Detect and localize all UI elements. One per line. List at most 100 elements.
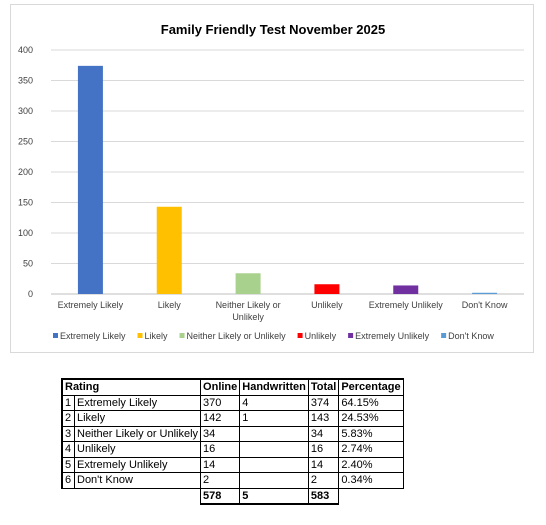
x-tick-label: Don't Know xyxy=(462,300,508,310)
legend-swatch xyxy=(441,333,447,338)
bars xyxy=(77,65,498,294)
row-percentage: 64.15% xyxy=(338,394,404,411)
legend-label: Unlikely xyxy=(305,331,337,341)
total-total: 583 xyxy=(307,487,340,505)
legend-label: Likely xyxy=(145,331,169,341)
x-tick-label: Neither Likely or Unlikely xyxy=(216,300,281,322)
bar xyxy=(393,285,419,294)
table-row: 3 Neither Likely or Unlikely 34 34 5.83% xyxy=(61,425,404,442)
table-header-row: Rating Online Handwritten Total Percenta… xyxy=(61,378,404,396)
legend-item: Neither Likely or Unlikely xyxy=(179,331,287,341)
row-handwritten xyxy=(239,441,309,458)
row-percentage: 0.34% xyxy=(338,472,404,489)
row-percentage: 5.83% xyxy=(338,425,404,442)
bar xyxy=(314,284,340,294)
row-total: 2 xyxy=(307,472,340,489)
row-handwritten: 1 xyxy=(239,410,309,427)
legend: Extremely Likely Likely Neither Likely or … xyxy=(53,331,494,341)
row-handwritten xyxy=(239,456,309,473)
chart-container: Family Friendly Test November 2025 0 50 10… xyxy=(10,4,534,353)
row-rating: Unlikely xyxy=(73,441,202,458)
header-percentage: Percentage xyxy=(338,378,404,396)
table-row: 6 Don't Know 2 2 0.34% xyxy=(61,472,404,489)
legend-item: Unlikely xyxy=(297,331,337,341)
y-tick-label: 0 xyxy=(28,289,33,299)
row-rating: Extremely Unlikely xyxy=(73,456,202,473)
row-handwritten xyxy=(239,425,309,442)
row-online: 370 xyxy=(200,394,241,411)
table-row: 5 Extremely Unlikely 14 14 2.40% xyxy=(61,456,404,473)
row-number: 3 xyxy=(61,425,75,442)
legend-item: Extremely Unlikely xyxy=(348,331,430,341)
bar xyxy=(77,65,103,294)
row-number: 2 xyxy=(61,410,75,427)
row-rating: Extremely Likely xyxy=(73,394,202,411)
totals-blank-end xyxy=(339,488,403,504)
legend-swatch xyxy=(297,333,303,338)
x-tick-label-line: Unlikely xyxy=(232,312,264,322)
table-row: 4 Unlikely 16 16 2.74% xyxy=(61,441,404,458)
y-tick-label: 300 xyxy=(18,106,33,116)
row-number: 5 xyxy=(61,456,75,473)
row-number: 4 xyxy=(61,441,75,458)
y-tick-label: 100 xyxy=(18,228,33,238)
legend-label: Extremely Likely xyxy=(60,331,126,341)
chart-title: Family Friendly Test November 2025 xyxy=(161,22,385,37)
y-tick-label: 150 xyxy=(18,198,33,208)
legend-item: Extremely Likely xyxy=(53,331,126,341)
legend-label: Neither Likely or Unlikely xyxy=(187,331,287,341)
row-total: 34 xyxy=(307,425,340,442)
legend-item: Don't Know xyxy=(441,331,494,341)
data-table: Rating Online Handwritten Total Percenta… xyxy=(61,378,404,505)
row-online: 14 xyxy=(200,456,241,473)
y-tick-label: 400 xyxy=(18,45,33,55)
category-labels: Extremely Likely Likely Neither Likely or U… xyxy=(58,300,508,322)
row-rating: Neither Likely or Unlikely xyxy=(73,425,202,442)
table-row: 1 Extremely Likely 370 4 374 64.15% xyxy=(61,394,404,411)
legend-swatch xyxy=(348,333,354,338)
row-handwritten: 4 xyxy=(239,394,309,411)
row-total: 143 xyxy=(307,410,340,427)
table-row: 2 Likely 142 1 143 24.53% xyxy=(61,410,404,427)
row-number: 1 xyxy=(61,394,75,411)
row-total: 16 xyxy=(307,441,340,458)
row-online: 142 xyxy=(200,410,241,427)
header-rating: Rating xyxy=(61,378,202,396)
row-handwritten xyxy=(239,472,309,489)
y-tick-label: 350 xyxy=(18,76,33,86)
x-tick-label: Extremely Likely xyxy=(58,300,124,310)
legend-swatch xyxy=(137,333,143,338)
legend-label: Extremely Unlikely xyxy=(355,331,430,341)
header-handwritten: Handwritten xyxy=(239,378,309,396)
total-handwritten: 5 xyxy=(239,487,309,505)
y-axis-ticks: 0 50 100 150 200 250 300 350 400 xyxy=(18,45,33,299)
total-online: 578 xyxy=(200,487,241,505)
row-total: 374 xyxy=(307,394,340,411)
row-total: 14 xyxy=(307,456,340,473)
header-online: Online xyxy=(200,378,241,396)
y-tick-label: 250 xyxy=(18,137,33,147)
x-tick-label-line: Neither Likely or xyxy=(216,300,281,310)
row-online: 2 xyxy=(200,472,241,489)
row-rating: Don't Know xyxy=(73,472,202,489)
bar-chart: Family Friendly Test November 2025 0 50 10… xyxy=(18,22,524,341)
header-total: Total xyxy=(307,378,340,396)
row-percentage: 24.53% xyxy=(338,410,404,427)
row-percentage: 2.74% xyxy=(338,441,404,458)
row-rating: Likely xyxy=(73,410,202,427)
bar xyxy=(235,273,261,294)
row-number: 6 xyxy=(61,472,75,489)
bar xyxy=(472,292,498,294)
x-tick-label: Likely xyxy=(158,300,182,310)
row-percentage: 2.40% xyxy=(338,456,404,473)
row-online: 16 xyxy=(200,441,241,458)
x-tick-label: Unlikely xyxy=(311,300,343,310)
x-tick-label: Extremely Unlikely xyxy=(369,300,444,310)
bar xyxy=(156,206,182,294)
legend-label: Don't Know xyxy=(448,331,494,341)
row-online: 34 xyxy=(200,425,241,442)
legend-swatch xyxy=(179,333,185,338)
legend-swatch xyxy=(53,333,58,338)
gridlines xyxy=(51,49,524,295)
table-totals-row: 578 5 583 xyxy=(62,487,403,505)
